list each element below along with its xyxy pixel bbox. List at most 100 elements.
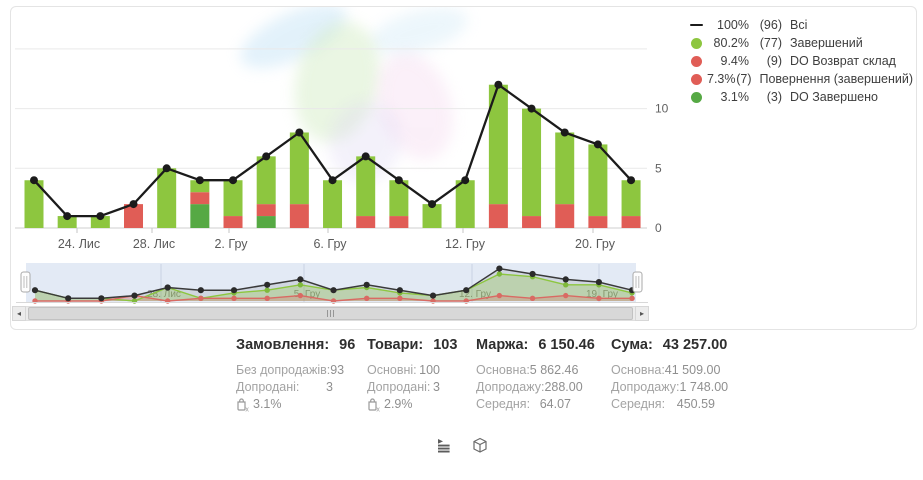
bar-segment[interactable] bbox=[488, 84, 508, 205]
bar-day-12[interactable] bbox=[389, 180, 409, 228]
bar-segment[interactable] bbox=[356, 216, 376, 228]
total-line-point[interactable] bbox=[593, 140, 602, 149]
bar-segment[interactable] bbox=[323, 180, 343, 228]
bar-day-8[interactable] bbox=[256, 156, 276, 228]
bar-day-1[interactable] bbox=[24, 180, 44, 228]
bar-day-15[interactable] bbox=[488, 84, 508, 228]
total-line-point[interactable] bbox=[627, 176, 636, 185]
total-line-point[interactable] bbox=[394, 176, 403, 185]
bar-day-3[interactable] bbox=[90, 216, 110, 228]
total-line-point[interactable] bbox=[295, 128, 304, 137]
scrollbar-thumb[interactable] bbox=[28, 307, 633, 320]
total-line-point[interactable] bbox=[262, 152, 271, 161]
bar-segment[interactable] bbox=[256, 216, 276, 228]
bar-day-9[interactable] bbox=[289, 132, 309, 228]
legend-item-2[interactable]: 9.4% (9) DO Возврат склад bbox=[689, 52, 913, 70]
total-line-point[interactable] bbox=[96, 212, 105, 221]
bar-day-11[interactable] bbox=[356, 156, 376, 228]
bar-day-17[interactable] bbox=[555, 132, 575, 228]
total-line-point[interactable] bbox=[63, 212, 72, 221]
upsell-bag-icon: x bbox=[237, 398, 249, 412]
total-line-point[interactable] bbox=[428, 200, 437, 209]
bar-segment[interactable] bbox=[422, 204, 442, 228]
bar-segment[interactable] bbox=[90, 216, 110, 228]
bar-day-10[interactable] bbox=[323, 180, 343, 228]
total-line-point[interactable] bbox=[129, 200, 138, 209]
total-line-point[interactable] bbox=[30, 176, 38, 185]
bar-segment[interactable] bbox=[522, 108, 542, 217]
navigator[interactable]: 28. Лис 5. Гру 12. Гру 19. Гру bbox=[16, 262, 648, 306]
scrollbar-track[interactable] bbox=[26, 306, 635, 321]
bar-segment[interactable] bbox=[389, 216, 409, 228]
stat-title-label: Замовлення: bbox=[236, 337, 330, 353]
legend-count: (9) bbox=[766, 54, 782, 68]
stat-title-value: 43 257.00 bbox=[662, 337, 728, 353]
legend-item-0[interactable]: 100% (96) Всі bbox=[689, 16, 913, 34]
stat-row: Основна: 5 862.46 bbox=[476, 362, 578, 379]
total-line-point[interactable] bbox=[195, 176, 204, 185]
chart-horizontal-scrollbar[interactable]: ◂ ▸ bbox=[12, 306, 649, 321]
bar-day-5[interactable] bbox=[157, 168, 177, 228]
legend-line-icon bbox=[689, 23, 704, 27]
navigator-left-handle[interactable] bbox=[20, 271, 31, 293]
bar-segment[interactable] bbox=[455, 180, 475, 228]
scrollbar-left-arrow-icon[interactable]: ◂ bbox=[12, 306, 26, 321]
bar-segment[interactable] bbox=[621, 180, 641, 217]
svg-text:5. Гру: 5. Гру bbox=[294, 289, 320, 300]
legend-item-4[interactable]: 3.1% (3) DO Завершено bbox=[689, 88, 913, 106]
bar-segment[interactable] bbox=[356, 156, 376, 217]
legend-label: Повернення (завершений) bbox=[759, 72, 913, 86]
legend-item-1[interactable]: 80.2% (77) Завершений bbox=[689, 34, 913, 52]
bar-segment[interactable] bbox=[555, 204, 575, 228]
total-line-point[interactable] bbox=[361, 152, 370, 161]
bar-day-16[interactable] bbox=[522, 108, 542, 228]
total-line-point[interactable] bbox=[229, 176, 238, 185]
total-line-point[interactable] bbox=[328, 176, 337, 185]
stat-title-label: Сума: bbox=[611, 337, 653, 353]
bar-day-4[interactable] bbox=[124, 204, 144, 228]
bar-segment[interactable] bbox=[190, 204, 210, 228]
list-view-icon[interactable] bbox=[434, 436, 453, 455]
bar-segment[interactable] bbox=[190, 180, 210, 193]
bar-segment[interactable] bbox=[57, 216, 77, 228]
package-cube-icon[interactable] bbox=[470, 436, 489, 455]
scrollbar-right-arrow-icon[interactable]: ▸ bbox=[635, 306, 649, 321]
bar-segment[interactable] bbox=[24, 180, 44, 228]
bar-segment[interactable] bbox=[223, 216, 243, 228]
bar-segment[interactable] bbox=[256, 156, 276, 205]
bar-segment[interactable] bbox=[289, 204, 309, 228]
bar-day-2[interactable] bbox=[57, 216, 77, 228]
svg-text:24. Лис: 24. Лис bbox=[58, 237, 100, 251]
bar-day-7[interactable] bbox=[223, 180, 243, 228]
stat-row-label: Основна: bbox=[611, 363, 665, 377]
bar-segment[interactable] bbox=[289, 132, 309, 205]
bar-segment[interactable] bbox=[256, 204, 276, 217]
total-line-point[interactable] bbox=[162, 164, 171, 173]
bar-segment[interactable] bbox=[621, 216, 641, 228]
total-line-point[interactable] bbox=[560, 128, 569, 137]
total-line-point[interactable] bbox=[461, 176, 470, 185]
bar-segment[interactable] bbox=[522, 216, 542, 228]
bar-segment[interactable] bbox=[223, 180, 243, 217]
bar-segment[interactable] bbox=[588, 144, 608, 217]
svg-text:12. Гру: 12. Гру bbox=[459, 289, 491, 300]
svg-text:19. Гру: 19. Гру bbox=[586, 289, 618, 300]
total-line-point[interactable] bbox=[527, 104, 536, 113]
bar-day-14[interactable] bbox=[455, 180, 475, 228]
bar-segment[interactable] bbox=[389, 180, 409, 217]
bar-segment[interactable] bbox=[488, 204, 508, 228]
total-line-point[interactable] bbox=[494, 80, 503, 89]
bar-segment[interactable] bbox=[157, 168, 177, 228]
bar-segment[interactable] bbox=[190, 192, 210, 205]
navigator-right-handle[interactable] bbox=[632, 271, 643, 293]
bar-segment[interactable] bbox=[555, 132, 575, 205]
bar-segment[interactable] bbox=[588, 216, 608, 228]
bar-day-18[interactable] bbox=[588, 144, 608, 228]
legend-percent: 9.4% bbox=[720, 54, 750, 68]
bar-day-19[interactable] bbox=[621, 180, 641, 228]
bar-segment[interactable] bbox=[124, 204, 144, 228]
stat-row: Середня: 450.59 bbox=[611, 396, 715, 413]
legend-item-3[interactable]: 7.3% (7) Повернення (завершений) bbox=[689, 70, 913, 88]
bar-day-6[interactable] bbox=[190, 180, 210, 228]
bar-day-13[interactable] bbox=[422, 204, 442, 228]
